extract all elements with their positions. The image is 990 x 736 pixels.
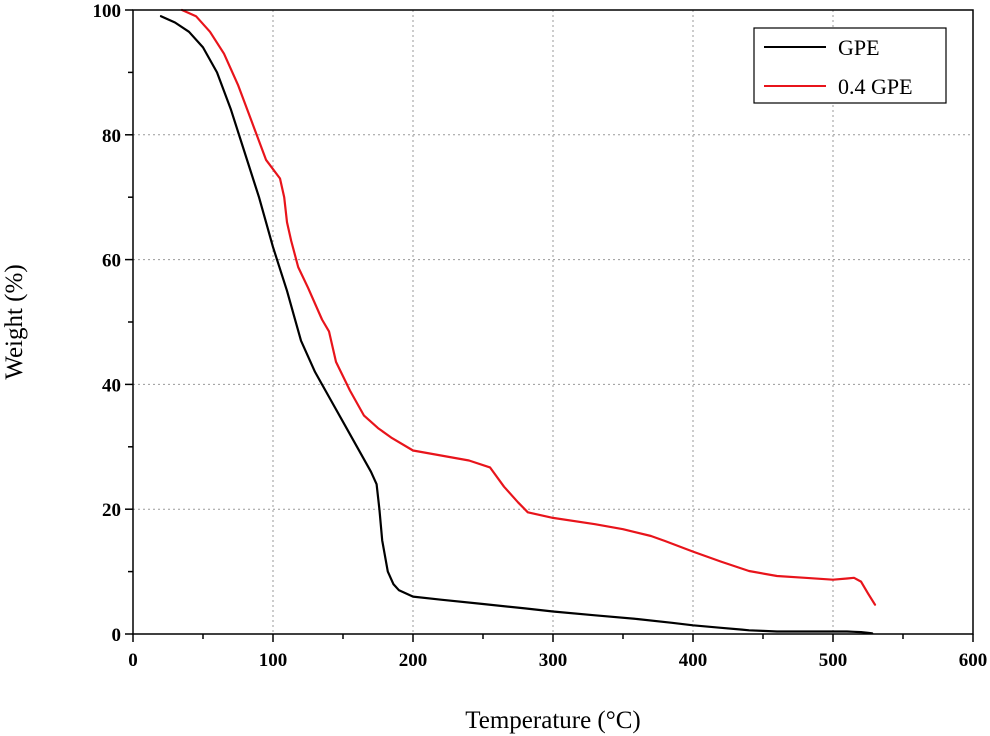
y-axis-title: Weight (%)	[1, 264, 28, 379]
y-tick-label: 100	[93, 1, 122, 22]
series-lines	[159, 8, 877, 635]
axis-ticks	[125, 9, 974, 642]
legend-label-gpe: GPE	[838, 35, 880, 60]
y-tick-label: 20	[102, 500, 121, 521]
legend-label-04gpe: 0.4 GPE	[838, 74, 913, 99]
x-tick-label: 300	[539, 650, 568, 671]
legend-box	[753, 27, 947, 104]
x-tick-label: 100	[259, 650, 288, 671]
x-tick-label: 200	[399, 650, 428, 671]
x-axis-title: Temperature (°C)	[465, 707, 641, 734]
legend: GPE 0.4 GPE	[753, 27, 947, 104]
tick-labels: 0 100 200 300 400 500 600 0 20 40 60 80 100	[93, 1, 988, 671]
series-line-gpe	[159, 15, 874, 635]
y-tick-label: 40	[102, 375, 121, 396]
y-tick-label: 0	[112, 625, 122, 646]
y-tick-label: 80	[102, 126, 121, 147]
grid	[133, 10, 973, 634]
x-tick-label: 400	[679, 650, 708, 671]
x-tick-label: 0	[128, 650, 138, 671]
y-tick-label: 60	[102, 251, 121, 272]
x-tick-label: 500	[819, 650, 848, 671]
series-line-0-4-gpe	[180, 8, 877, 606]
x-tick-label: 600	[959, 650, 988, 671]
